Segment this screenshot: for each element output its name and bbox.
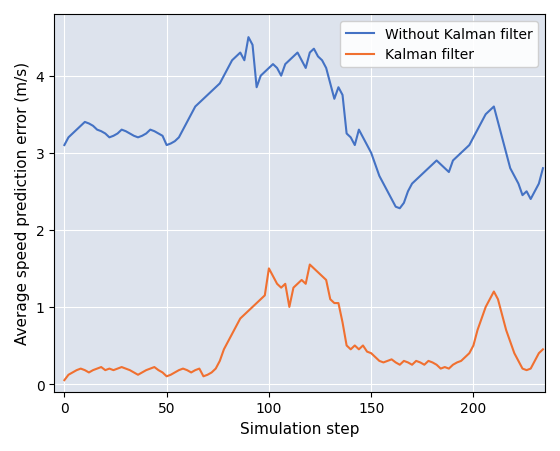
Kalman filter [61,377,68,383]
Without Kalman filter [225,66,231,72]
Kalman filter [114,366,121,372]
Without Kalman filter [159,134,166,139]
Line: Without Kalman filter: Without Kalman filter [64,38,543,209]
Without Kalman filter [446,170,452,175]
Kalman filter [159,370,166,375]
Kalman filter [396,362,403,368]
Kalman filter [433,362,440,368]
Without Kalman filter [245,35,252,41]
Y-axis label: Average speed prediction error (m/s): Average speed prediction error (m/s) [15,62,30,345]
Without Kalman filter [114,132,121,137]
Without Kalman filter [61,143,68,148]
Kalman filter [441,364,448,370]
Without Kalman filter [437,162,444,168]
Without Kalman filter [400,201,407,206]
Kalman filter [306,262,313,267]
X-axis label: Simulation step: Simulation step [240,421,360,436]
Without Kalman filter [540,166,547,171]
Without Kalman filter [396,206,403,212]
Line: Kalman filter: Kalman filter [64,265,543,380]
Kalman filter [540,347,547,352]
Legend: Without Kalman filter, Kalman filter: Without Kalman filter, Kalman filter [340,22,538,68]
Kalman filter [225,339,231,345]
